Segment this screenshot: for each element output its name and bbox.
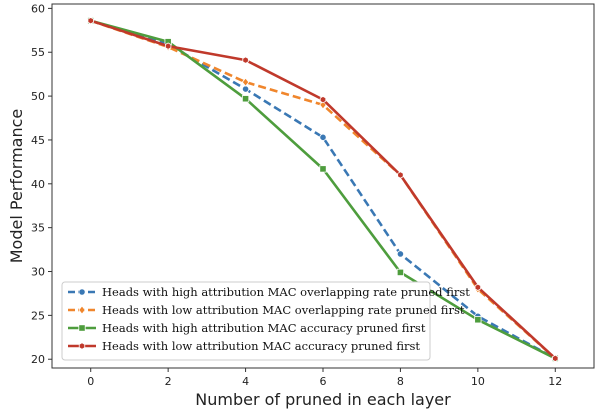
legend-label: Heads with low attribution MAC overlappi… bbox=[102, 303, 465, 317]
series-4 bbox=[87, 17, 559, 363]
series-layer bbox=[87, 16, 559, 363]
x-tick-label: 10 bbox=[471, 375, 485, 388]
x-tick-label: 12 bbox=[548, 375, 562, 388]
legend-box bbox=[61, 281, 431, 361]
data-point bbox=[241, 85, 250, 93]
data-point bbox=[241, 77, 250, 87]
data-point bbox=[552, 354, 559, 363]
y-tick-label: 60 bbox=[31, 2, 45, 15]
legend-item[interactable]: Heads with high attribution MAC accuracy… bbox=[68, 321, 426, 335]
data-point bbox=[397, 171, 404, 179]
y-tick-label: 50 bbox=[31, 90, 45, 103]
legend-marker bbox=[78, 324, 86, 332]
legend-marker bbox=[78, 288, 86, 296]
y-axis-ticks: 20 25 30 35 40 45 50 55 60 bbox=[31, 2, 52, 366]
x-tick-label: 8 bbox=[397, 375, 404, 388]
legend-label: Heads with high attribution MAC overlapp… bbox=[102, 285, 470, 299]
legend[interactable]: Heads with high attribution MAC overlapp… bbox=[61, 281, 470, 361]
legend-label: Heads with low attribution MAC accuracy … bbox=[102, 339, 420, 353]
y-tick-label: 35 bbox=[31, 222, 45, 235]
x-tick-label: 4 bbox=[242, 375, 249, 388]
x-tick-label: 2 bbox=[165, 375, 172, 388]
legend-item[interactable]: Heads with high attribution MAC overlapp… bbox=[68, 285, 470, 299]
data-point bbox=[164, 42, 172, 50]
data-point bbox=[87, 17, 94, 25]
y-tick-label: 55 bbox=[31, 46, 45, 59]
legend-label: Heads with high attribution MAC accuracy… bbox=[102, 321, 426, 335]
legend-marker bbox=[78, 305, 86, 315]
legend-item[interactable]: Heads with low attribution MAC accuracy … bbox=[68, 339, 420, 353]
data-point bbox=[319, 165, 327, 173]
legend-marker bbox=[78, 342, 86, 350]
data-point bbox=[474, 316, 482, 324]
x-tick-label: 6 bbox=[320, 375, 327, 388]
data-point bbox=[319, 133, 327, 141]
y-tick-label: 45 bbox=[31, 134, 45, 147]
data-point bbox=[241, 95, 250, 103]
data-point bbox=[242, 56, 249, 64]
y-tick-label: 40 bbox=[31, 178, 45, 191]
y-axis-title: Model Performance bbox=[7, 109, 26, 264]
data-point bbox=[474, 283, 482, 291]
y-tick-label: 20 bbox=[31, 353, 45, 366]
x-axis-ticks: 0 2 4 6 8 10 12 bbox=[87, 368, 562, 388]
x-tick-label: 0 bbox=[87, 375, 94, 388]
data-point bbox=[396, 250, 405, 258]
y-tick-label: 25 bbox=[31, 309, 45, 322]
data-point bbox=[319, 95, 327, 104]
x-axis-title: Number of pruned in each layer bbox=[195, 390, 451, 409]
legend-item[interactable]: Heads with low attribution MAC overlappi… bbox=[68, 303, 465, 317]
y-tick-label: 30 bbox=[31, 266, 45, 279]
data-point bbox=[396, 268, 405, 276]
